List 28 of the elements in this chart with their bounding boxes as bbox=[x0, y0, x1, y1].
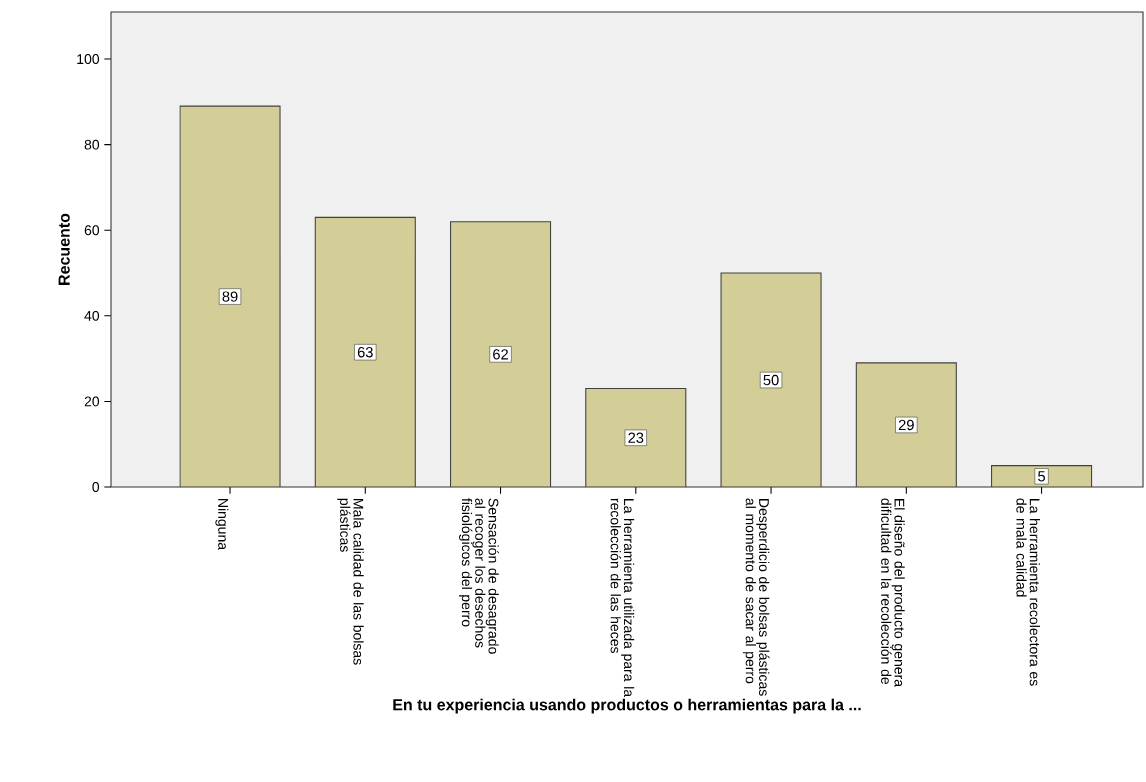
data-label: 23 bbox=[628, 432, 644, 443]
y-axis-title: Recuento bbox=[58, 213, 70, 285]
data-label: 63 bbox=[357, 347, 373, 358]
bar bbox=[314, 216, 416, 487]
data-label: 5 bbox=[1038, 471, 1046, 482]
x-tick-label: Ninguna bbox=[215, 499, 229, 551]
x-tick-label: Sensación de desagrado al recoger los desechos fisiológicos del perro bbox=[459, 498, 499, 654]
y-tick-label: 0 bbox=[92, 482, 100, 492]
y-tick-label: 80 bbox=[84, 139, 100, 150]
bar bbox=[585, 388, 687, 487]
bar bbox=[450, 221, 552, 487]
y-tick-label: 20 bbox=[84, 396, 100, 407]
y-tick-label: 100 bbox=[77, 54, 100, 65]
x-tick-label: Desperdicio de bolsas plásticas al momento de sacar al perro bbox=[742, 498, 770, 696]
x-tick-label: La herramienta utilizada para la recolección de las heces bbox=[610, 498, 635, 698]
data-label: 62 bbox=[493, 349, 508, 360]
x-tick-label: El diseño del producto genera dificultad en la recolección de bbox=[881, 498, 905, 688]
data-label: 50 bbox=[763, 374, 779, 386]
data-label: 89 bbox=[222, 291, 238, 302]
x-tick-label: Mala calidad de las bolsas plásticas bbox=[337, 498, 364, 665]
x-axis-title: En tu experiencia usando productos o herramientas para la ... bbox=[393, 698, 861, 714]
bar bbox=[720, 272, 822, 487]
y-tick-label: 40 bbox=[84, 310, 100, 321]
data-label: 29 bbox=[898, 419, 914, 431]
x-tick-label: La herramienta recolectora es de mala calidad bbox=[1016, 498, 1040, 686]
bar bbox=[856, 362, 957, 487]
bar bbox=[179, 105, 281, 487]
y-tick-label: 60 bbox=[84, 225, 100, 236]
